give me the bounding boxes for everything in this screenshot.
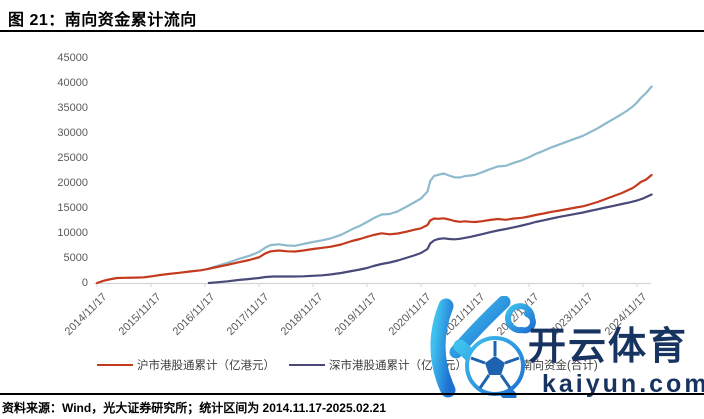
legend-label: 沪市港股通累计（亿港元） <box>137 360 275 372</box>
legend-label: 南向资金(合计) <box>521 360 598 372</box>
y-tick-label: 10000 <box>57 227 88 239</box>
y-tick-label: 5000 <box>63 252 88 264</box>
series-line <box>207 85 653 270</box>
y-tick-label: 30000 <box>57 127 88 139</box>
y-tick-label: 15000 <box>57 202 88 214</box>
legend-line-marker <box>481 364 517 366</box>
y-tick-label: 25000 <box>57 152 88 164</box>
legend-label: 深市港股通累计（亿港元） <box>329 360 467 372</box>
y-tick-label: 40000 <box>57 77 88 89</box>
legend-item: 南向资金(合计) <box>481 357 598 373</box>
bottom-divider <box>0 393 704 395</box>
series-line <box>95 173 653 285</box>
source-note: 资料来源：Wind，光大证券研究所；统计区间为 2014.11.17-2025.… <box>2 401 387 415</box>
legend-item: 深市港股通累计（亿港元） <box>289 357 467 373</box>
y-tick-label: 35000 <box>57 102 88 114</box>
y-tick-label: 20000 <box>57 177 88 189</box>
figure-title: 图 21：南向资金累计流向 <box>8 12 197 29</box>
series-line <box>207 193 653 285</box>
title-divider <box>0 30 704 32</box>
legend-line-marker <box>97 364 133 366</box>
legend-line-marker <box>289 364 325 366</box>
chart-legend: 沪市港股通累计（亿港元） 深市港股通累计（亿港元） 南向资金(合计) <box>97 357 598 373</box>
y-tick-label: 45000 <box>57 52 88 64</box>
legend-item: 沪市港股通累计（亿港元） <box>97 357 275 373</box>
y-tick-label: 0 <box>81 277 88 289</box>
